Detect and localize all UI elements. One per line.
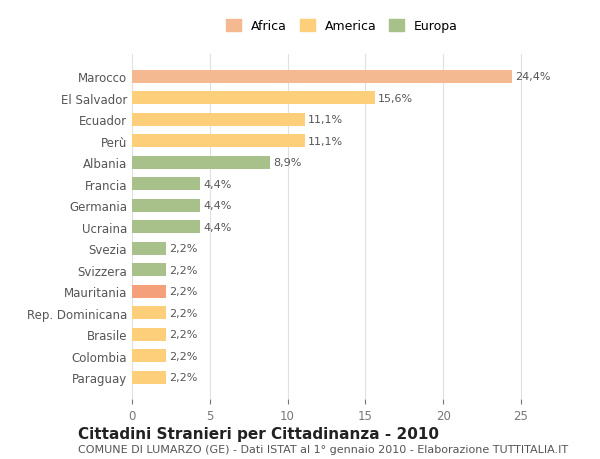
Text: 2,2%: 2,2%: [169, 351, 198, 361]
Text: 8,9%: 8,9%: [274, 158, 302, 168]
Text: 4,4%: 4,4%: [203, 222, 232, 232]
Text: 2,2%: 2,2%: [169, 244, 198, 254]
Bar: [132, 157, 271, 169]
Text: 4,4%: 4,4%: [203, 201, 232, 211]
Bar: [132, 242, 166, 255]
Bar: [132, 263, 166, 276]
Bar: [132, 307, 166, 319]
Text: 11,1%: 11,1%: [308, 136, 343, 146]
Text: 2,2%: 2,2%: [169, 372, 198, 382]
Text: 2,2%: 2,2%: [169, 265, 198, 275]
Text: 4,4%: 4,4%: [203, 179, 232, 189]
Text: 2,2%: 2,2%: [169, 308, 198, 318]
Bar: [132, 328, 166, 341]
Bar: [132, 221, 200, 234]
Bar: [132, 178, 200, 191]
Text: 2,2%: 2,2%: [169, 286, 198, 297]
Text: 15,6%: 15,6%: [378, 94, 413, 104]
Bar: [132, 113, 305, 127]
Text: 11,1%: 11,1%: [308, 115, 343, 125]
Legend: Africa, America, Europa: Africa, America, Europa: [223, 17, 461, 37]
Bar: [132, 349, 166, 362]
Bar: [132, 71, 512, 84]
Text: 24,4%: 24,4%: [515, 72, 550, 82]
Bar: [132, 135, 305, 148]
Bar: [132, 371, 166, 384]
Bar: [132, 199, 200, 212]
Bar: [132, 92, 374, 105]
Text: Cittadini Stranieri per Cittadinanza - 2010: Cittadini Stranieri per Cittadinanza - 2…: [78, 425, 439, 441]
Bar: [132, 285, 166, 298]
Text: 2,2%: 2,2%: [169, 330, 198, 339]
Text: COMUNE DI LUMARZO (GE) - Dati ISTAT al 1° gennaio 2010 - Elaborazione TUTTITALIA: COMUNE DI LUMARZO (GE) - Dati ISTAT al 1…: [78, 444, 568, 454]
